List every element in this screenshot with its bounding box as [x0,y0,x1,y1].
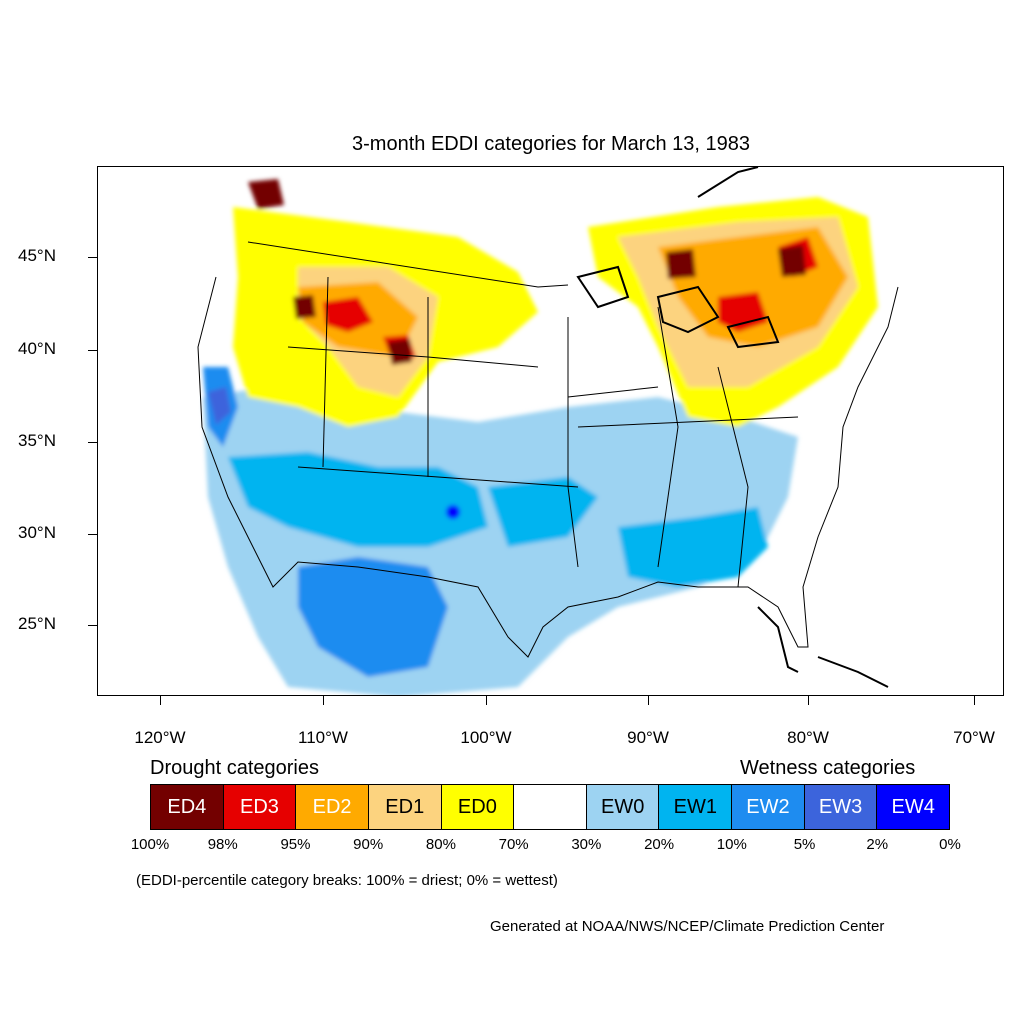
lon-label-70: 70°W [953,728,995,747]
legend-box-ed4: ED4 [151,785,224,829]
cuba-coast [817,656,889,688]
legend-box-ew1: EW1 [659,785,733,829]
state-line-9 [567,386,659,398]
lat-tick-30 [88,534,97,535]
lat-label-45: 45°N [18,246,56,265]
credit-line: Generated at NOAA/NWS/NCEP/Climate Predi… [490,918,885,935]
state-line-7 [717,366,749,588]
percentile-label: 70% [498,836,529,853]
lon-label-120: 120°W [134,728,186,747]
percentile-label: 95% [280,836,311,853]
legend-box-ed2: ED2 [296,785,369,829]
florida-coast [757,606,799,673]
legend-box-ed3: ED3 [223,785,297,829]
lon-label-80: 80°W [787,728,829,747]
legend-box-ew0: EW0 [586,785,660,829]
lat-label-25: 25°N [18,614,56,633]
percentile-label: 90% [353,836,384,853]
state-line-6 [657,306,679,568]
legend-box-ed0: ED0 [441,785,515,829]
percentile-label: 0% [939,836,961,853]
lon-label-90: 90°W [627,728,669,747]
map-title: 3-month EDDI categories for March 13, 19… [352,133,750,155]
ed4-spot-bc [248,179,284,209]
hudson-bay-coast [697,167,759,198]
percentile-label: 5% [793,836,816,853]
ew1-region-south [618,507,768,587]
ed4-spot-wyoming [388,339,412,365]
legend-box-ew2: EW2 [732,785,805,829]
lon-tick-110 [323,696,324,705]
coastlines [576,167,889,688]
lon-tick-80 [808,696,809,705]
percentile-label: 2% [866,836,889,853]
lat-label-35: 35°N [18,431,56,450]
state-line-2 [297,466,579,488]
state-line-3 [322,276,329,468]
percentile-label: 98% [207,836,238,853]
ew3-spot-california [208,387,231,425]
ed3-region-ontario [718,292,768,332]
ed4-spot-ontario [666,249,696,279]
ed3-region-idaho [323,297,373,332]
drought-heading: Drought categories [150,757,319,779]
legend-box-ed1: ED1 [368,785,442,829]
great-lakes [576,265,780,349]
state-line-5 [567,317,579,568]
lat-tick-35 [88,442,97,443]
lat-tick-25 [88,625,97,626]
percentile-label: 10% [716,836,747,853]
percentile-label: 30% [571,836,602,853]
lon-tick-100 [486,696,487,705]
ew1-region-plains [488,477,598,547]
category-note: (EDDI-percentile category breaks: 100% =… [136,872,558,889]
percentile-label: 80% [425,836,456,853]
ed4-spot-idaho [293,295,316,319]
eddi-map [97,166,1004,696]
legend-box-normal [514,785,587,829]
wetness-heading: Wetness categories [740,757,916,779]
us-outline [197,276,899,658]
lat-label-30: 30°N [18,523,56,542]
lon-label-110: 110°W [298,728,348,747]
lon-tick-120 [160,696,161,705]
legend-box-ew3: EW3 [804,785,878,829]
percentile-label: 100% [130,836,170,853]
lon-tick-90 [648,696,649,705]
ed4-spot-quebec [778,245,806,277]
boundaries [197,241,899,658]
ew4-spot-nm [446,505,460,519]
lat-tick-45 [88,257,97,258]
lon-label-100: 100°W [460,728,512,747]
us-canada-border [247,241,569,288]
state-line-8 [577,416,799,428]
lon-tick-70 [974,696,975,705]
legend-box-ew4: EW4 [877,785,950,829]
legend-colorbar: ED4 ED3 ED2 ED1 ED0 EW0 EW1 EW2 EW3 EW4 [150,784,950,830]
category-fill [203,179,878,695]
ew2-region-mexico [298,557,448,677]
lat-label-40: 40°N [18,339,56,358]
percentile-label: 20% [644,836,675,853]
lat-tick-40 [88,350,97,351]
map-canvas [197,167,899,695]
